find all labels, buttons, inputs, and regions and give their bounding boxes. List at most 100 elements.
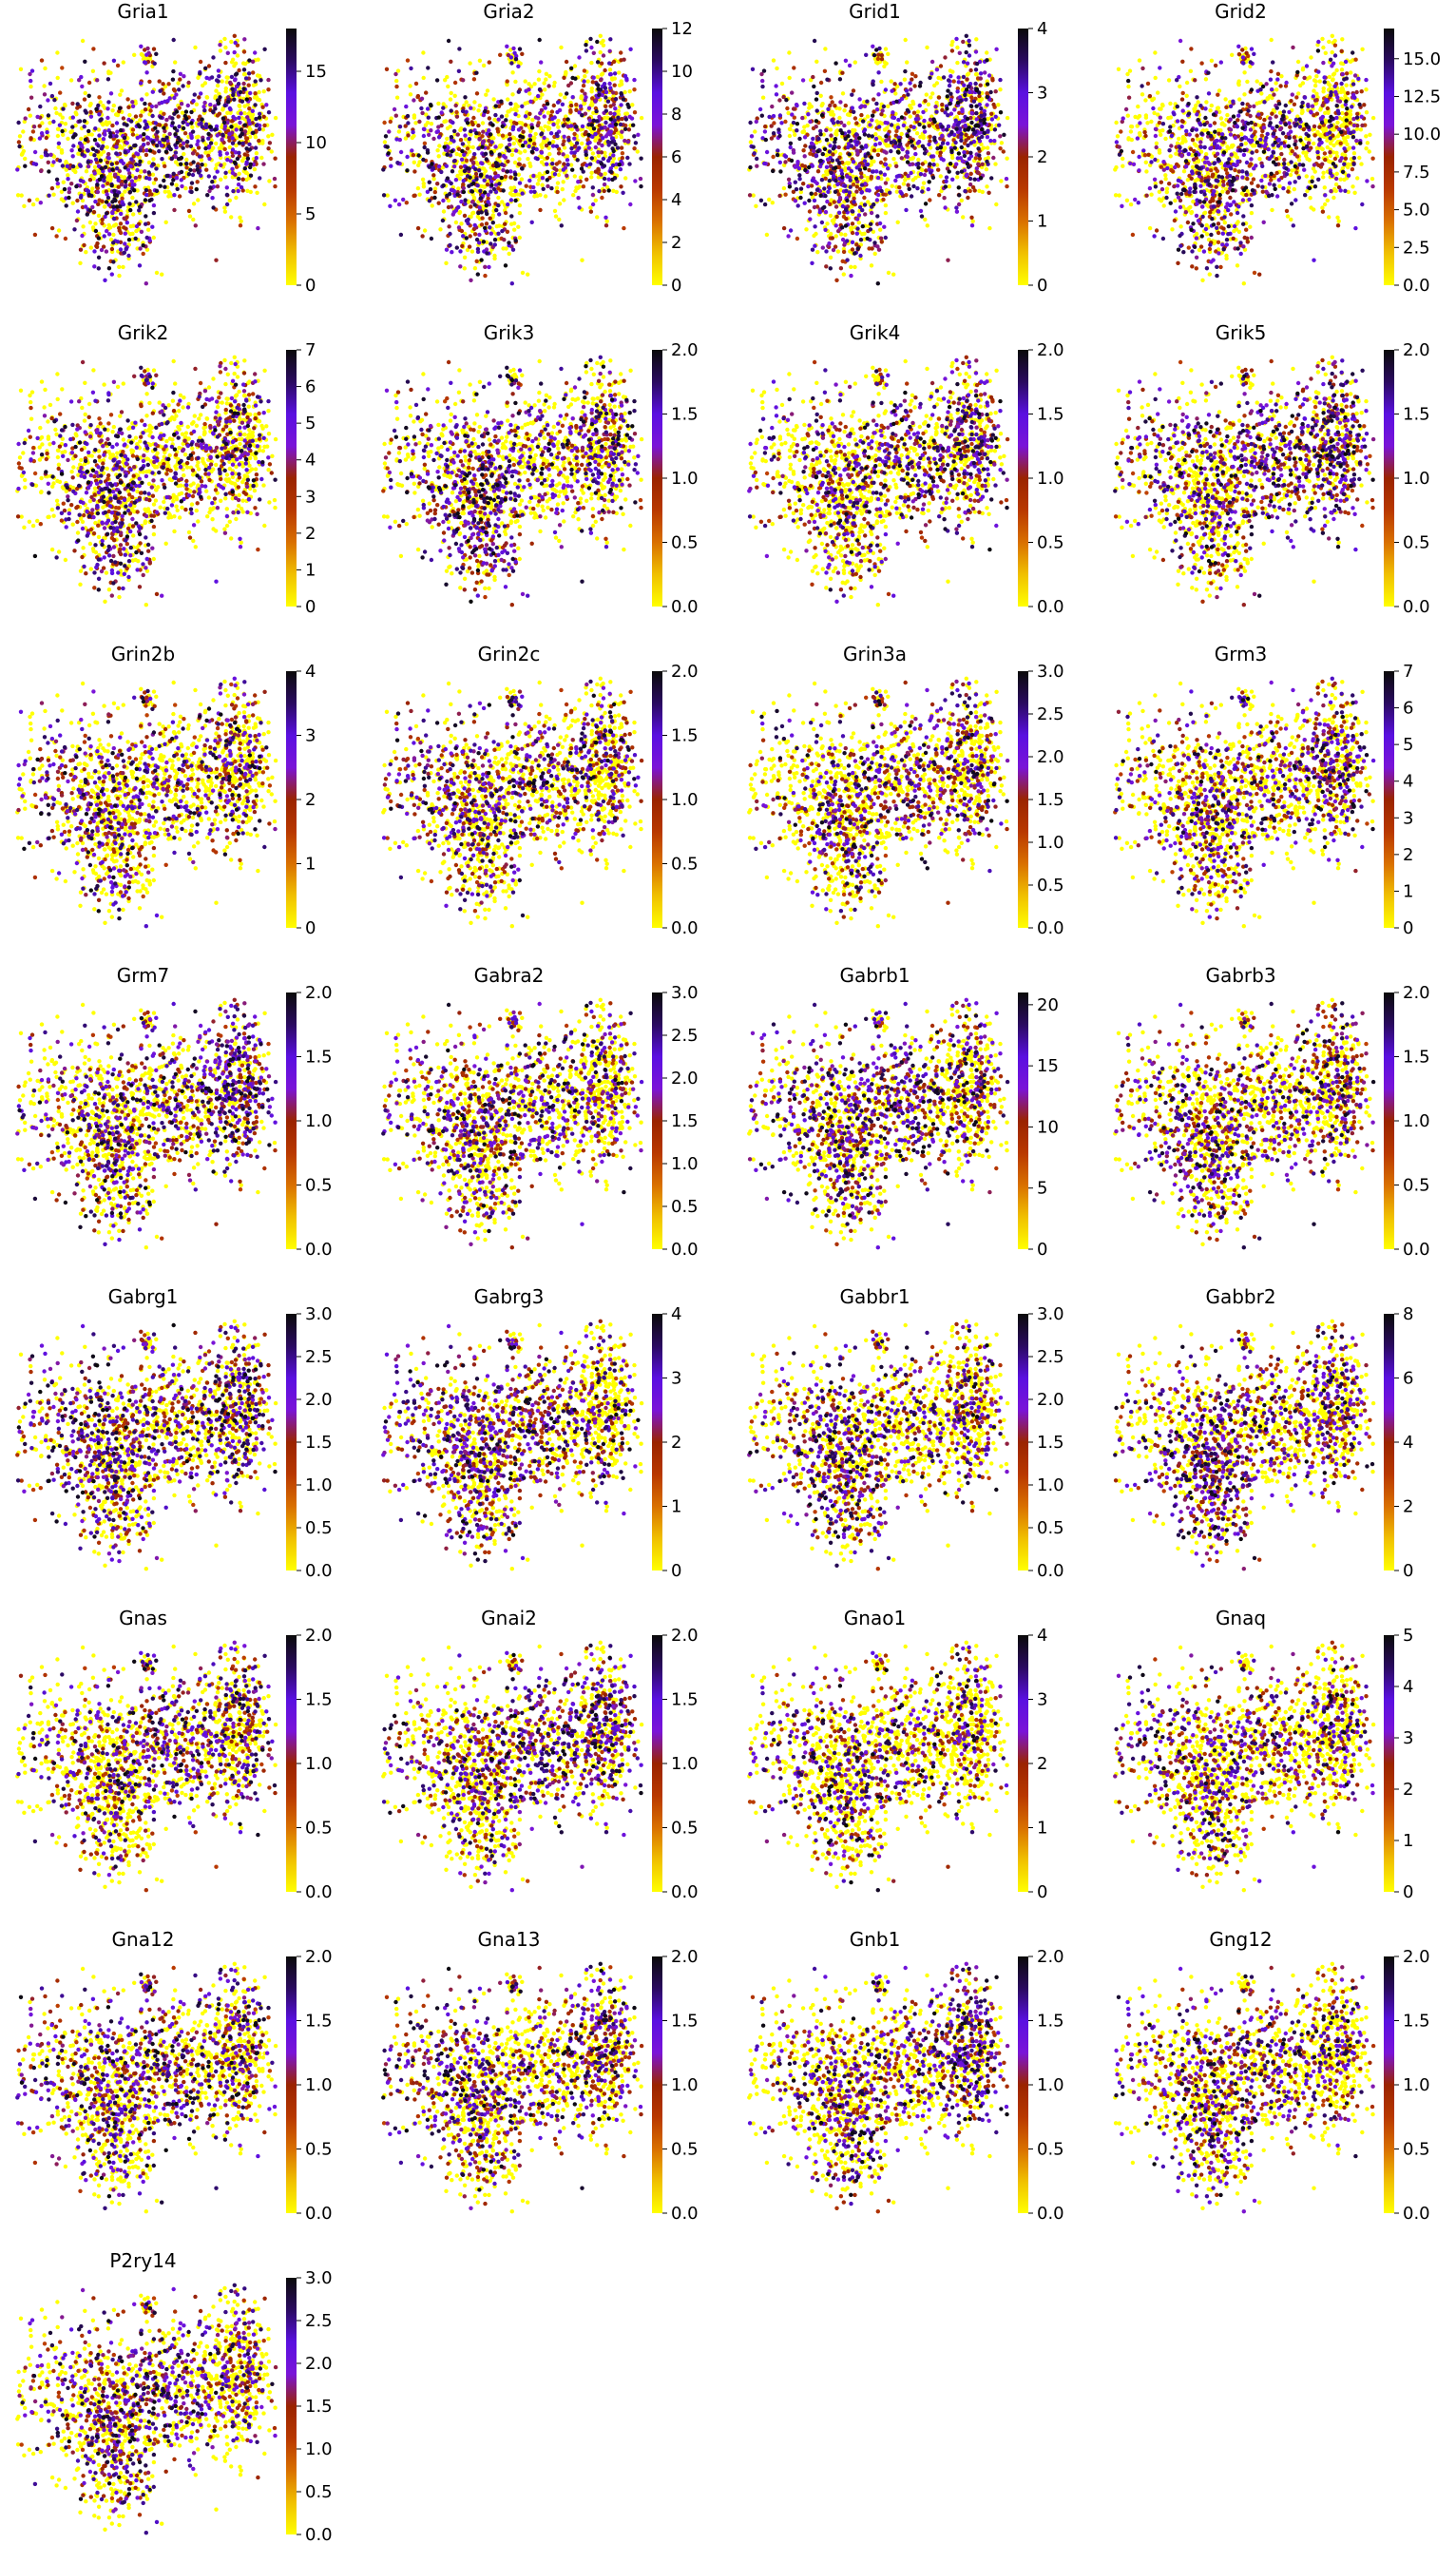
cell-point <box>442 209 446 213</box>
cell-point <box>85 110 88 114</box>
cell-point <box>175 109 179 113</box>
cell-point <box>863 202 867 206</box>
cell-point <box>146 136 150 140</box>
cell-point <box>100 117 104 121</box>
cell-point <box>154 177 158 181</box>
cell-point <box>47 194 50 198</box>
cell-point <box>573 77 577 81</box>
cell-point <box>472 100 476 104</box>
cell-point <box>476 146 480 150</box>
cell-point <box>823 69 827 73</box>
cell-point <box>228 199 232 202</box>
cell-point <box>256 226 259 230</box>
cell-point <box>386 145 390 148</box>
cell-point <box>518 47 522 50</box>
cell-point <box>509 214 513 218</box>
cell-point <box>780 82 784 86</box>
cell-point <box>557 173 561 177</box>
cell-point <box>234 41 238 45</box>
cell-point <box>238 216 241 220</box>
cell-point <box>486 183 489 186</box>
cell-point <box>762 162 766 165</box>
cell-point <box>958 51 962 55</box>
cell-point <box>783 160 787 164</box>
cell-point <box>964 138 967 142</box>
cell-point <box>441 199 445 202</box>
cell-point <box>116 176 120 180</box>
cell-point <box>962 60 966 64</box>
cell-point <box>632 134 636 138</box>
cell-point <box>171 78 175 82</box>
cell-point <box>171 69 175 73</box>
cell-point <box>112 104 116 107</box>
cell-point <box>412 194 416 198</box>
cell-point <box>257 90 260 94</box>
cell-point <box>855 151 859 155</box>
cell-point <box>50 94 54 98</box>
colorbar-tick-label: 15 <box>305 62 327 82</box>
cell-point <box>876 176 880 180</box>
cell-point <box>426 150 430 154</box>
cell-point <box>521 271 525 275</box>
cell-point <box>573 174 577 178</box>
cell-point <box>238 141 241 145</box>
cell-point <box>824 169 828 173</box>
cell-point <box>476 124 480 127</box>
cell-point <box>825 200 829 203</box>
cell-point <box>239 220 243 223</box>
cell-point <box>844 59 848 63</box>
cell-point <box>610 178 614 182</box>
cell-point <box>506 160 509 164</box>
cell-point <box>540 150 544 154</box>
cell-point <box>535 157 539 161</box>
cell-point <box>93 171 97 175</box>
cell-point <box>963 189 967 193</box>
cell-point <box>620 79 623 83</box>
cell-point <box>35 198 39 202</box>
cell-point <box>458 153 462 157</box>
cell-point <box>967 53 971 57</box>
cell-point <box>788 127 792 131</box>
cell-point <box>986 95 989 99</box>
cell-point <box>100 248 104 252</box>
cell-point <box>989 176 993 180</box>
cell-point <box>482 64 486 67</box>
cell-point <box>80 152 84 156</box>
cell-point <box>580 259 584 262</box>
cell-point <box>106 77 110 81</box>
cell-point <box>189 190 193 194</box>
cell-point <box>859 190 863 194</box>
cell-point <box>906 155 910 159</box>
cell-point <box>117 265 121 269</box>
cell-point <box>931 176 935 180</box>
cell-point <box>908 81 911 85</box>
cell-point <box>512 228 516 232</box>
cell-point <box>226 100 230 104</box>
cell-point <box>247 84 251 87</box>
cell-point <box>842 108 846 112</box>
cell-point <box>246 157 250 161</box>
cell-point <box>609 117 613 121</box>
cell-point <box>972 100 976 104</box>
cell-point <box>97 95 101 99</box>
cell-point <box>97 112 101 116</box>
cell-point <box>517 90 521 94</box>
cell-point <box>922 119 926 123</box>
cell-point <box>997 124 1001 127</box>
cell-point <box>462 186 466 190</box>
cell-point <box>803 154 807 158</box>
colorbar-tick-label: 8 <box>671 105 681 125</box>
cell-point <box>903 178 907 182</box>
cell-point <box>603 121 607 125</box>
cell-point <box>239 111 242 115</box>
colorbar <box>286 29 297 285</box>
cell-point <box>609 170 613 174</box>
cell-point <box>992 139 996 143</box>
colorbar-tick-label: 0 <box>305 276 316 296</box>
cell-point <box>410 148 413 152</box>
cell-point <box>469 106 472 110</box>
cell-point <box>214 142 218 145</box>
cell-point <box>222 121 226 125</box>
cell-point <box>788 184 792 188</box>
cell-point <box>223 147 227 151</box>
